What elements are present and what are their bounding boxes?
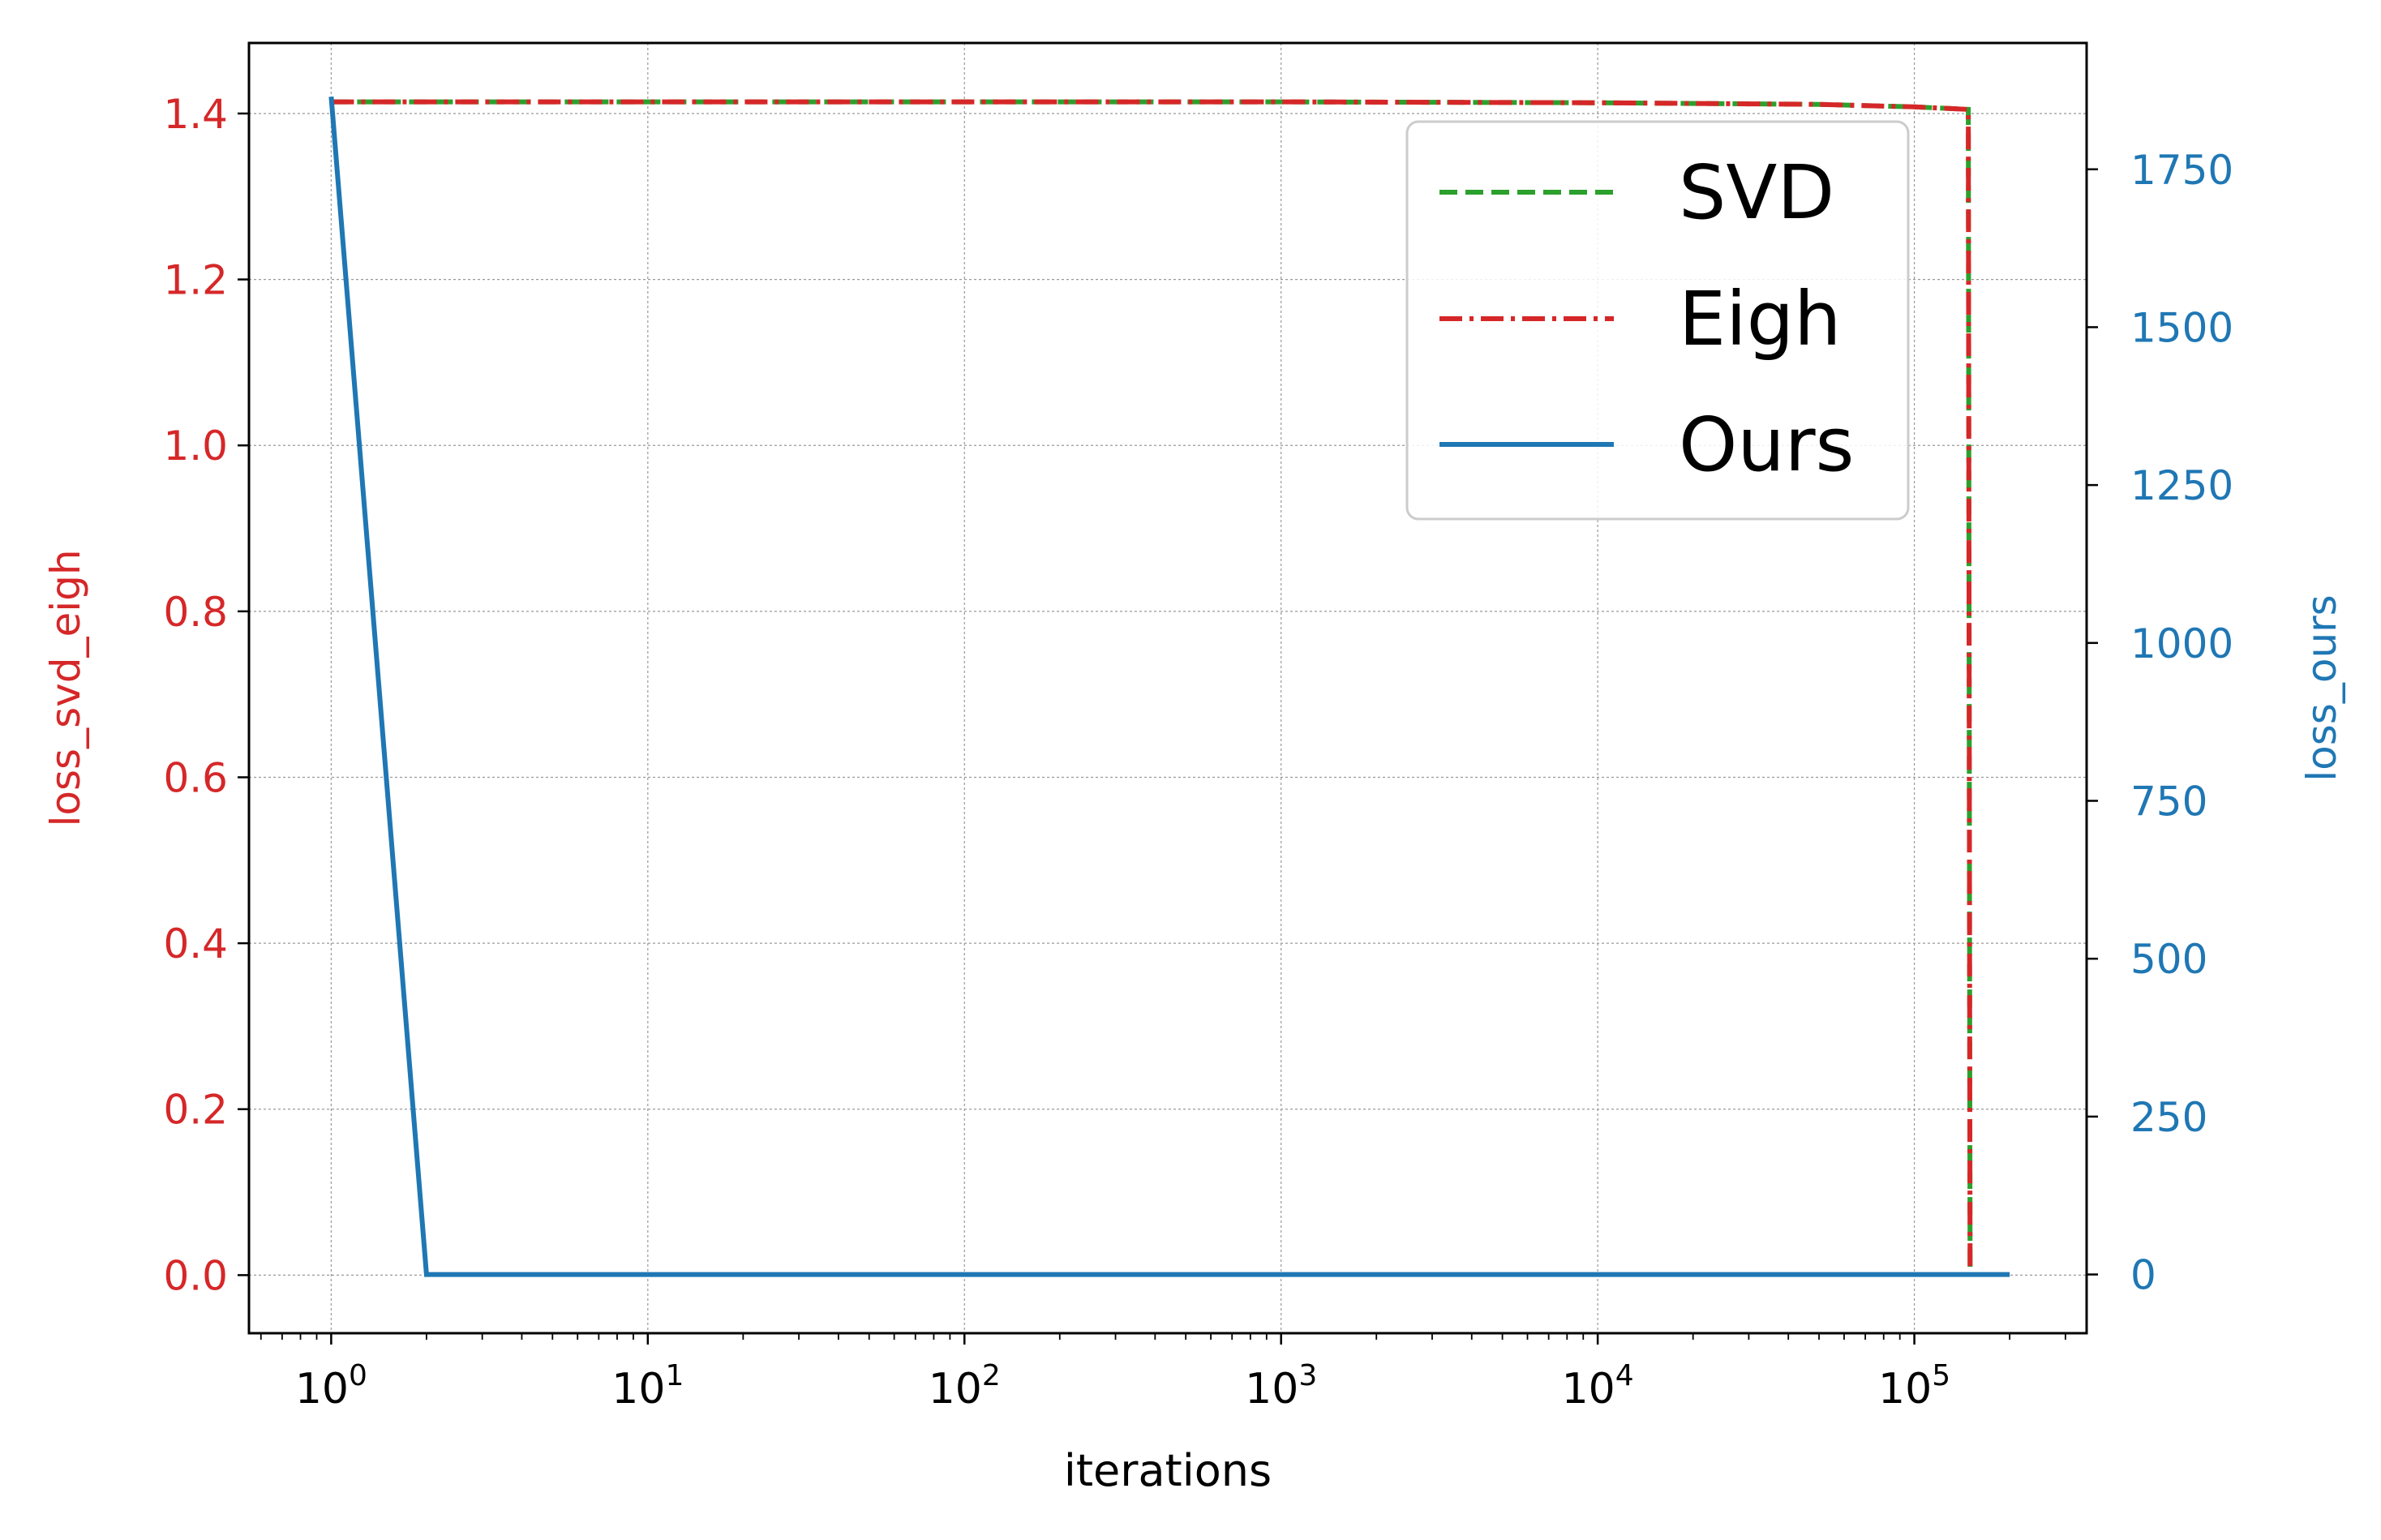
- y-left-tick-label: 0.2: [163, 1087, 228, 1134]
- y-left-tick-label: 0.8: [163, 589, 228, 636]
- y-left-tick-label: 1.4: [163, 91, 228, 138]
- legend-box: [1405, 120, 1910, 521]
- y-right-tick-label: 1500: [2130, 304, 2233, 351]
- legend-label: Ours: [1679, 401, 1854, 488]
- y-right-tick-label: 1250: [2130, 462, 2233, 509]
- plot-frame: [247, 41, 2088, 1335]
- series-line-ours: [328, 96, 2010, 1277]
- y-right-tick-label: 500: [2130, 936, 2207, 983]
- y-left-tick-label: 0.4: [163, 920, 228, 967]
- y-right-tick-label: 250: [2130, 1094, 2207, 1141]
- y-left-tick-label: 1.2: [163, 257, 228, 304]
- x-tick-label: 101: [611, 1359, 684, 1413]
- x-axis: 100 101 102 103 104 105: [260, 1333, 2066, 1413]
- legend-label: SVD: [1679, 149, 1834, 236]
- x-tick-label: 102: [929, 1359, 1001, 1413]
- y-axis-left: 0.0 0.2 0.4 0.6 0.8 1.0 1.2 1.4: [163, 91, 249, 1299]
- series-line-eigh: [331, 99, 1973, 1276]
- x-tick-label: 100: [295, 1359, 367, 1413]
- x-tick-label: 105: [1878, 1359, 1950, 1413]
- legend: SVD Eigh Ours: [1405, 120, 1910, 521]
- y-axis-left-label: loss_svd_eigh: [42, 549, 89, 826]
- series-layer: [328, 96, 2010, 1277]
- y-right-tick-label: 1750: [2130, 147, 2233, 194]
- x-tick-label: 103: [1245, 1359, 1317, 1413]
- y-axis-right: 0 250 500 750 1000 1250 1500 1750: [2087, 147, 2233, 1299]
- y-axis-right-label: loss_ours: [2298, 594, 2345, 781]
- y-left-tick-label: 0.6: [163, 754, 228, 801]
- x-tick-label: 104: [1562, 1359, 1634, 1413]
- y-right-tick-label: 0: [2130, 1252, 2156, 1299]
- y-left-tick-label: 1.0: [163, 423, 228, 470]
- y-right-tick-label: 750: [2130, 779, 2207, 826]
- y-left-tick-label: 0.0: [163, 1252, 228, 1299]
- y-right-tick-label: 1000: [2130, 620, 2233, 667]
- legend-label: Eigh: [1679, 276, 1841, 362]
- x-axis-label: iterations: [1064, 1445, 1272, 1496]
